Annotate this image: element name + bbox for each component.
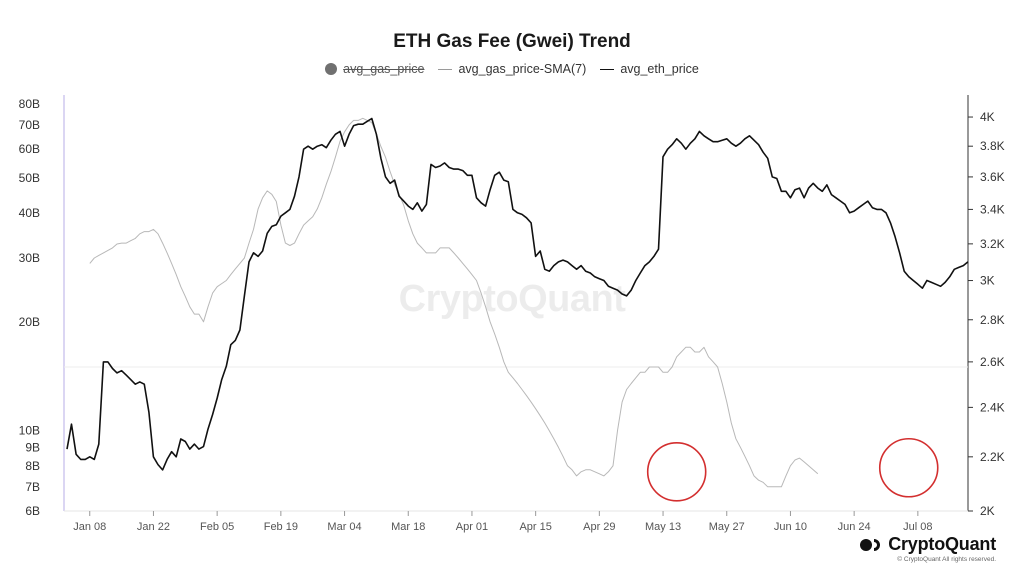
x-tick-label: Jan 08 xyxy=(73,521,106,533)
right-tick-label: 3K xyxy=(980,274,995,288)
left-tick-label: 40B xyxy=(19,206,40,220)
right-tick-label: 2.6K xyxy=(980,355,1005,369)
annotation-circle xyxy=(878,437,939,498)
legend-label-gas-price: avg_gas_price xyxy=(343,62,425,76)
left-tick-label: 50B xyxy=(19,171,40,185)
legend-line-icon xyxy=(438,68,453,70)
x-tick-label: Apr 15 xyxy=(519,521,551,533)
left-tick-label: 70B xyxy=(19,118,40,132)
left-tick-label: 7B xyxy=(25,480,40,494)
left-tick-label: 80B xyxy=(19,97,40,111)
x-tick-label: Apr 29 xyxy=(583,521,615,533)
cryptoquant-logo-icon xyxy=(860,538,881,551)
left-tick-label: 20B xyxy=(19,315,40,329)
left-tick-label: 9B xyxy=(25,440,40,454)
legend: avg_gas_price avg_gas_price-SMA(7) avg_e… xyxy=(0,62,1024,76)
brand-copyright: © CryptoQuant All rights reserved. xyxy=(897,556,996,563)
x-tick-label: Mar 18 xyxy=(391,521,425,533)
right-tick-label: 4K xyxy=(980,110,995,124)
x-tick-label: Jun 24 xyxy=(838,521,871,533)
left-tick-label: 30B xyxy=(19,251,40,265)
x-tick-label: Mar 04 xyxy=(327,521,361,533)
left-tick-label: 6B xyxy=(25,504,40,518)
legend-dot-icon xyxy=(325,63,338,75)
x-tick-label: May 13 xyxy=(645,521,681,533)
legend-item-gas-price[interactable]: avg_gas_price xyxy=(325,62,424,76)
chart-title: ETH Gas Fee (Gwei) Trend xyxy=(393,31,631,52)
left-tick-label: 60B xyxy=(19,142,40,156)
x-tick-label: Feb 19 xyxy=(264,521,298,533)
legend-item-eth-price[interactable]: avg_eth_price xyxy=(600,62,699,76)
legend-label-eth-price: avg_eth_price xyxy=(620,62,699,76)
right-tick-label: 3.8K xyxy=(980,139,1005,153)
x-tick-label: Jul 08 xyxy=(903,521,932,533)
x-tick-label: Feb 05 xyxy=(200,521,234,533)
watermark: CryptoQuant xyxy=(398,278,626,320)
x-tick-label: Apr 01 xyxy=(456,521,488,533)
legend-item-gas-sma[interactable]: avg_gas_price-SMA(7) xyxy=(438,62,586,76)
eth-price-line xyxy=(66,117,969,471)
right-tick-label: 3.2K xyxy=(980,237,1005,251)
legend-label-gas-sma: avg_gas_price-SMA(7) xyxy=(458,62,587,76)
right-tick-label: 2K xyxy=(980,504,995,518)
right-tick-label: 2.4K xyxy=(980,400,1005,414)
annotation-circle xyxy=(646,441,707,502)
brand-logo: CryptoQuant xyxy=(860,534,996,555)
brand-name: CryptoQuant xyxy=(888,534,996,554)
x-tick-label: Jun 10 xyxy=(774,521,807,533)
right-tick-label: 3.4K xyxy=(980,202,1005,216)
gas-sma-line xyxy=(89,117,819,488)
legend-line-icon xyxy=(600,68,615,70)
left-tick-label: 8B xyxy=(25,459,40,473)
left-tick-label: 10B xyxy=(19,424,40,438)
x-tick-label: May 27 xyxy=(709,521,745,533)
right-tick-label: 3.6K xyxy=(980,170,1005,184)
right-tick-label: 2.2K xyxy=(980,450,1005,464)
right-tick-label: 2.8K xyxy=(980,313,1005,327)
x-tick-label: Jan 22 xyxy=(137,521,170,533)
